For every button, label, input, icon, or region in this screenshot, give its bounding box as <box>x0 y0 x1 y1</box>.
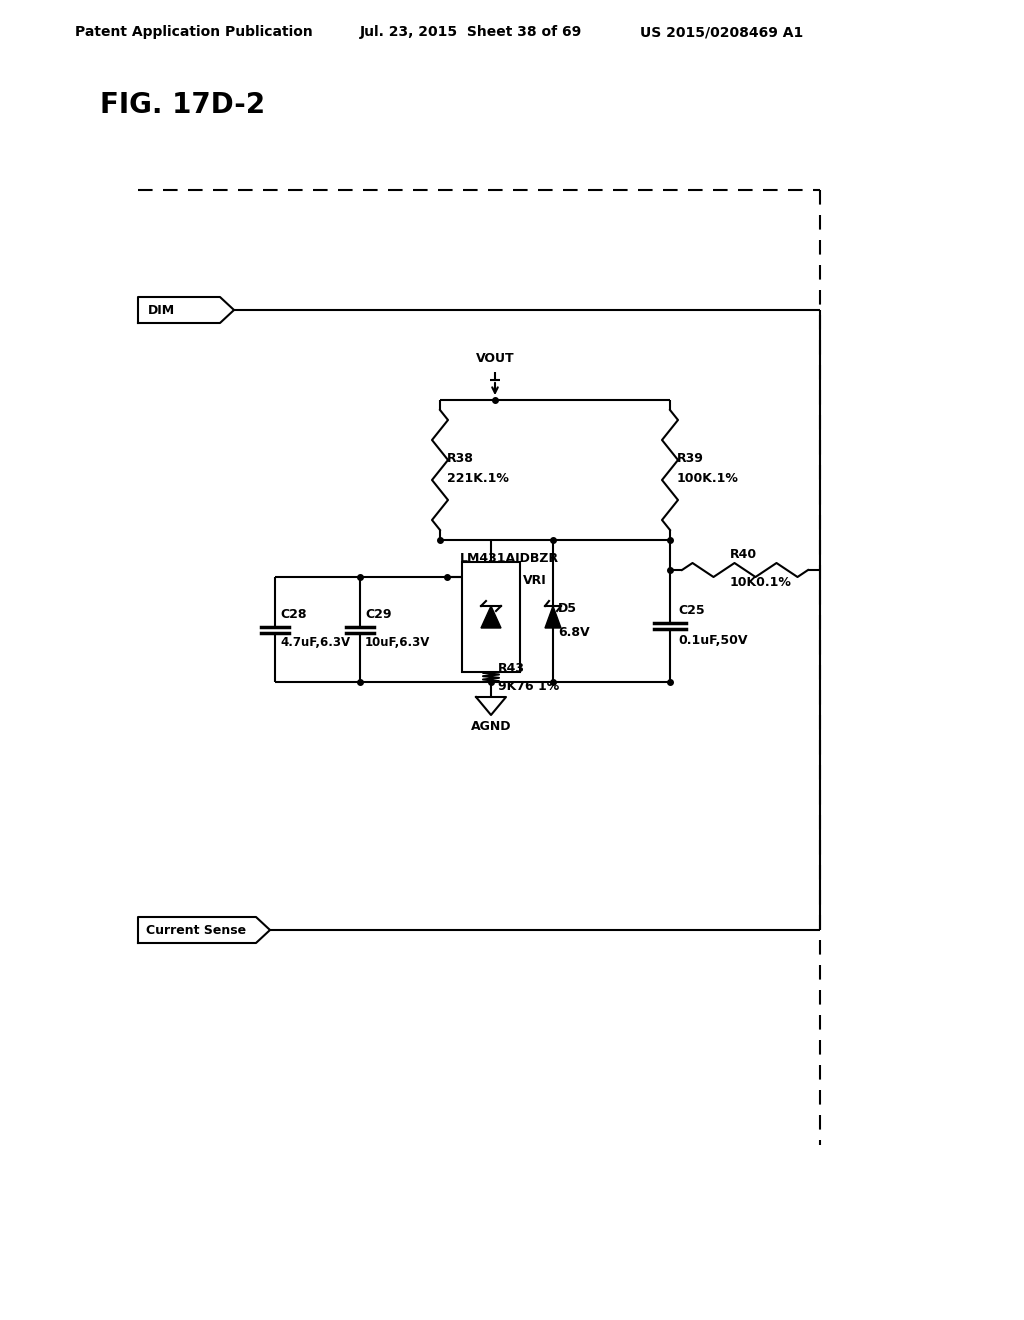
Text: R38: R38 <box>447 451 474 465</box>
Text: Jul. 23, 2015  Sheet 38 of 69: Jul. 23, 2015 Sheet 38 of 69 <box>360 25 583 40</box>
Text: 10uF,6.3V: 10uF,6.3V <box>365 636 430 649</box>
Text: C29: C29 <box>365 607 391 620</box>
Text: 4.7uF,6.3V: 4.7uF,6.3V <box>280 636 350 649</box>
Text: C25: C25 <box>678 603 705 616</box>
Text: 6.8V: 6.8V <box>558 626 590 639</box>
Polygon shape <box>545 606 561 628</box>
Text: DIM: DIM <box>148 304 175 317</box>
Text: 221K.1%: 221K.1% <box>447 471 509 484</box>
Text: R40: R40 <box>730 548 757 561</box>
Text: 0.1uF,50V: 0.1uF,50V <box>678 634 748 647</box>
Text: D5: D5 <box>558 602 577 615</box>
Text: 100K.1%: 100K.1% <box>677 471 739 484</box>
Text: AGND: AGND <box>471 721 511 734</box>
Text: C28: C28 <box>280 607 306 620</box>
Text: US 2015/0208469 A1: US 2015/0208469 A1 <box>640 25 803 40</box>
Text: Patent Application Publication: Patent Application Publication <box>75 25 312 40</box>
Text: Current Sense: Current Sense <box>146 924 246 936</box>
Bar <box>462 562 520 672</box>
Text: FIG. 17D-2: FIG. 17D-2 <box>100 91 265 119</box>
Text: R39: R39 <box>677 451 703 465</box>
Text: LM431AIDBZR: LM431AIDBZR <box>460 552 559 565</box>
Text: VOUT: VOUT <box>476 351 514 364</box>
Text: 9K76 1%: 9K76 1% <box>498 681 559 693</box>
Polygon shape <box>481 606 501 628</box>
Text: 10K0.1%: 10K0.1% <box>730 577 792 590</box>
Text: VRI: VRI <box>523 573 547 586</box>
Text: R43: R43 <box>498 663 525 676</box>
